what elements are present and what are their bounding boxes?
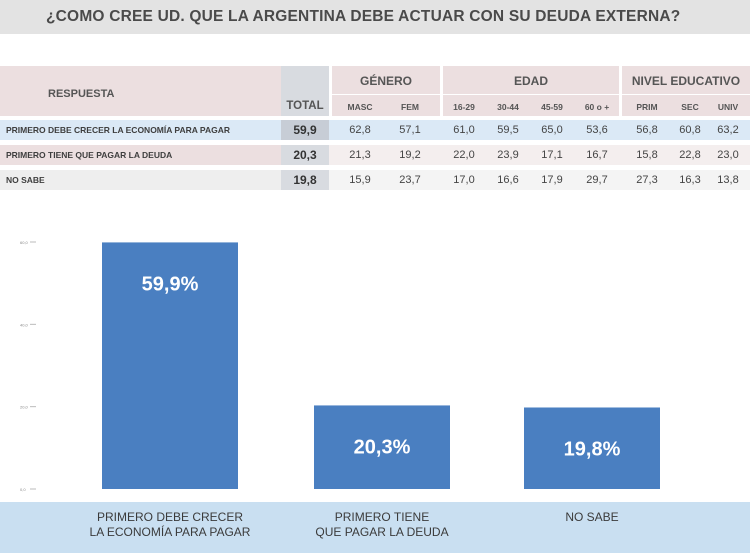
header-bg-respuesta: [0, 66, 281, 116]
row-value: 16,6: [497, 174, 519, 186]
row-total: 59,9: [293, 123, 317, 137]
row-value: 22,8: [679, 149, 701, 161]
table-row: NO SABE 19,8 15,9 23,7 17,0 16,6 17,9 29…: [0, 170, 750, 190]
table-row: PRIMERO DEBE CRECER LA ECONOMÍA PARA PAG…: [0, 120, 750, 140]
row-value: 56,8: [636, 124, 658, 136]
row-value: 29,7: [586, 174, 608, 186]
bar: [314, 405, 450, 489]
row-value: 16,7: [586, 149, 608, 161]
row-value: 62,8: [349, 124, 371, 136]
col-univ: UNIV: [717, 102, 739, 112]
category-footer: PRIMERO DEBE CRECER LA ECONOMÍA PARA PAG…: [0, 502, 750, 553]
bar-chart: 0,0 20,0 40,0 60,0 59,9% 20,3% 19,8%: [20, 240, 660, 492]
row-bg: [0, 145, 281, 165]
row-value: 16,3: [679, 174, 701, 186]
col-fem: FEM: [401, 102, 419, 112]
row-value: 65,0: [541, 124, 563, 136]
row-value: 57,1: [399, 124, 421, 136]
title-bar: ¿COMO CREE UD. QUE LA ARGENTINA DEBE ACT…: [0, 0, 750, 34]
row-bg: [0, 120, 281, 140]
row-value: 59,5: [497, 124, 519, 136]
row-value: 17,0: [453, 174, 475, 186]
bar: [524, 407, 660, 489]
y-tick-label: 0,0: [20, 487, 26, 492]
row-total: 20,3: [293, 148, 317, 162]
row-label: NO SABE: [6, 175, 45, 185]
header-bg-total: [281, 66, 329, 116]
row-value: 60,8: [679, 124, 701, 136]
table-row: PRIMERO TIENE QUE PAGAR LA DEUDA 20,3 21…: [0, 145, 750, 165]
row-value: 17,1: [541, 149, 563, 161]
bar-value-label: 19,8%: [564, 438, 621, 460]
row-value: 15,9: [349, 174, 371, 186]
row-value: 17,9: [541, 174, 563, 186]
category-label: NO SABE: [565, 510, 619, 524]
col-60-mas: 60 o +: [584, 102, 610, 112]
col-masc: MASC: [347, 102, 373, 112]
row-label: PRIMERO TIENE QUE PAGAR LA DEUDA: [6, 150, 173, 160]
group-nivel-educativo: NIVEL EDUCATIVO: [631, 74, 741, 88]
bar: [102, 242, 238, 489]
table-header: RESPUESTA TOTAL GÉNERO EDAD NIVEL EDUCAT…: [0, 66, 750, 116]
y-tick-label: 60,0: [20, 240, 29, 245]
group-genero: GÉNERO: [359, 74, 412, 88]
row-value: 13,8: [717, 174, 739, 186]
header-separator: [619, 66, 622, 116]
category-label: PRIMERO DEBE CRECER LA ECONOMÍA PARA PAG…: [89, 510, 251, 539]
row-value: 27,3: [636, 174, 658, 186]
col-prim: PRIM: [636, 102, 658, 112]
row-value: 61,0: [453, 124, 475, 136]
row-value: 23,7: [399, 174, 421, 186]
row-bg: [329, 120, 750, 140]
col-30-44: 30-44: [497, 102, 519, 112]
row-bg: [329, 145, 750, 165]
row-value: 21,3: [349, 149, 371, 161]
group-underline: [622, 94, 750, 95]
row-value: 23,0: [717, 149, 739, 161]
row-total-bg: [281, 145, 329, 165]
bar-value-label: 20,3%: [354, 436, 411, 458]
row-value: 53,6: [586, 124, 608, 136]
row-total-bg: [281, 120, 329, 140]
row-total: 19,8: [293, 173, 317, 187]
y-tick-label: 40,0: [20, 322, 29, 327]
page-title: ¿COMO CREE UD. QUE LA ARGENTINA DEBE ACT…: [46, 8, 681, 25]
row-bg: [0, 170, 281, 190]
row-total-bg: [281, 170, 329, 190]
col-45-59: 45-59: [541, 102, 563, 112]
row-value: 15,8: [636, 149, 658, 161]
row-value: 22,0: [453, 149, 475, 161]
header-bg-groups: [329, 66, 750, 116]
respuesta-header: RESPUESTA: [48, 88, 115, 100]
category-label: PRIMERO TIENE QUE PAGAR LA DEUDA: [315, 510, 449, 539]
col-16-29: 16-29: [453, 102, 475, 112]
col-sec: SEC: [681, 102, 699, 112]
header-separator: [329, 66, 332, 116]
row-value: 19,2: [399, 149, 421, 161]
row-value: 23,9: [497, 149, 519, 161]
group-underline: [332, 94, 440, 95]
header-separator: [440, 66, 443, 116]
group-underline: [443, 94, 619, 95]
row-bg: [329, 170, 750, 190]
row-value: 63,2: [717, 124, 739, 136]
row-label: PRIMERO DEBE CRECER LA ECONOMÍA PARA PAG…: [6, 125, 231, 135]
bar-value-label: 59,9%: [142, 273, 199, 295]
total-header: TOTAL: [286, 100, 324, 112]
y-tick-label: 20,0: [20, 405, 29, 410]
group-edad: EDAD: [513, 74, 548, 88]
